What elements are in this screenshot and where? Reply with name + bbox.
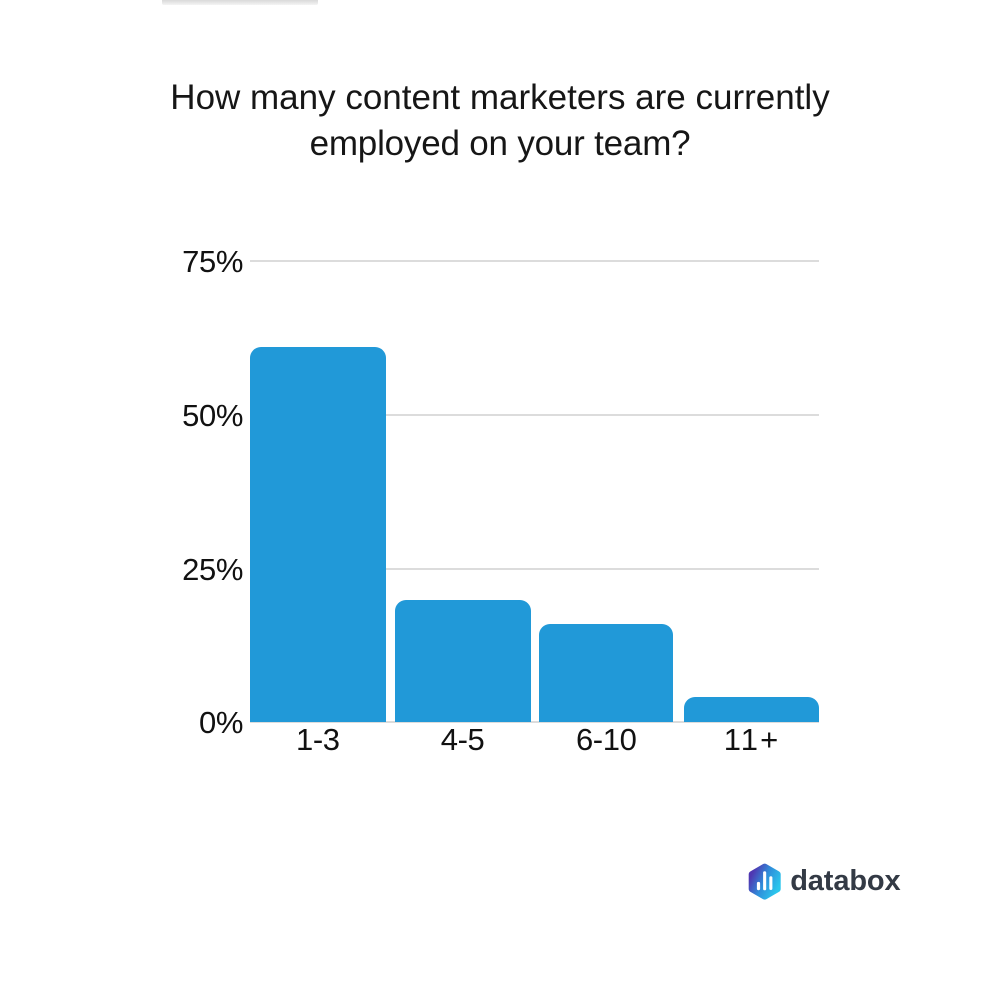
svg-text:databox: databox [790, 865, 900, 897]
